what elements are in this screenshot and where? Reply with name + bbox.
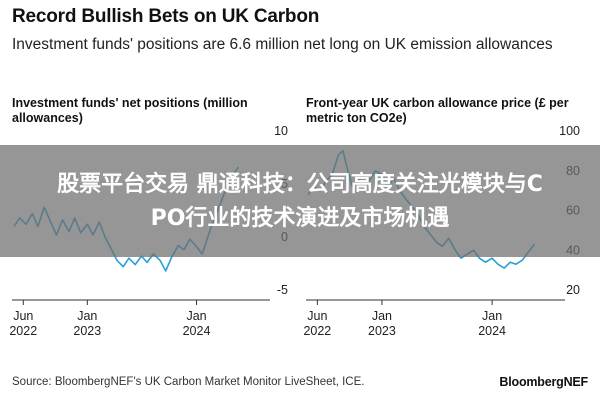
x-tick-label: 2023	[73, 324, 101, 338]
y-tick-label: 10	[274, 124, 288, 138]
y-tick-label: 100	[559, 124, 580, 138]
x-tick-label: Jun	[13, 309, 33, 323]
overlay-line-2: PO行业的技术演进及市场机遇	[150, 206, 450, 231]
x-tick-label: Jun	[307, 309, 327, 323]
x-tick-label: Jan	[77, 309, 97, 323]
left-panel-title: Investment funds' net positions (million…	[12, 96, 248, 125]
x-tick-label: 2024	[183, 324, 211, 338]
chart-title: Record Bullish Bets on UK Carbon	[12, 6, 320, 27]
overlay-headline[interactable]: 股票平台交易 鼎通科技：公司高度关注光模块与C PO行业的技术演进及市场机遇	[0, 168, 600, 236]
x-tick-label: 2023	[368, 324, 396, 338]
x-tick-label: Jan	[372, 309, 392, 323]
right-panel-title: Front-year UK carbon allowance price (£ …	[306, 96, 569, 125]
x-tick-label: 2022	[303, 324, 331, 338]
y-tick-label: -5	[277, 283, 288, 297]
x-tick-label: 2022	[9, 324, 37, 338]
headline-overlay	[0, 145, 600, 257]
source-note: Source: BloombergNEF's UK Carbon Market …	[12, 376, 365, 388]
x-tick-label: 2024	[478, 324, 506, 338]
x-tick-label: Jan	[186, 309, 206, 323]
brand-logo: BloombergNEF	[499, 375, 588, 389]
overlay-line-1: 股票平台交易 鼎通科技：公司高度关注光模块与C	[57, 172, 543, 197]
chart-subtitle: Investment funds' positions are 6.6 mill…	[12, 36, 553, 53]
y-tick-label: 20	[566, 283, 580, 297]
x-tick-label: Jan	[482, 309, 502, 323]
